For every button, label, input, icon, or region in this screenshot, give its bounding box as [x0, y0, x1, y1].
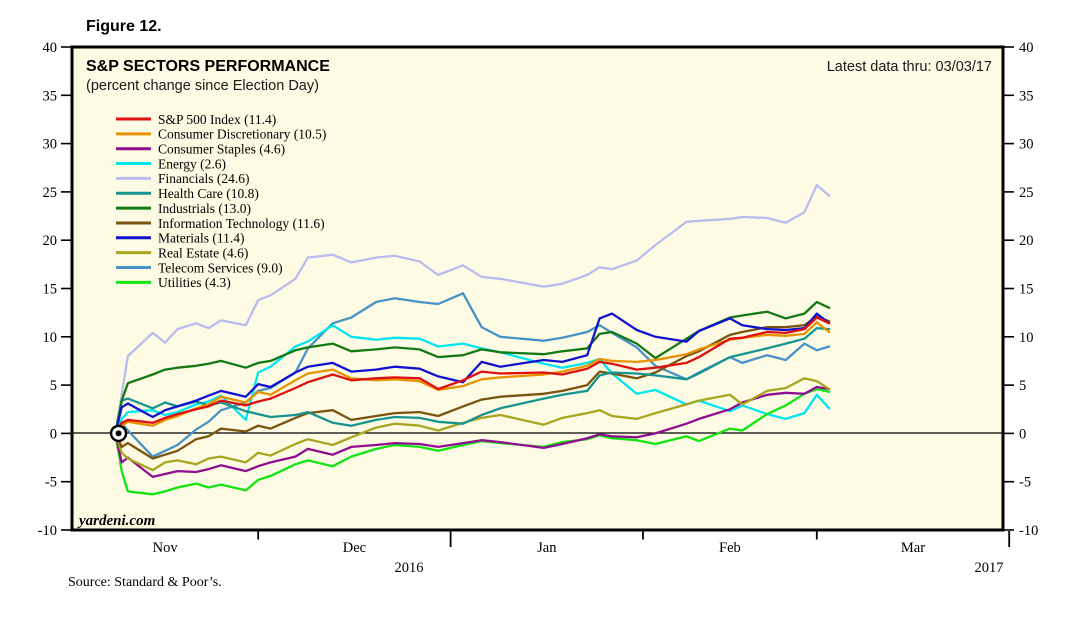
- series-line-utilities: [114, 387, 831, 496]
- month-label: Mar: [901, 540, 925, 556]
- y-tick-label-left: -5: [45, 475, 57, 491]
- legend-item-industrials: Industrials (13.0): [116, 201, 251, 216]
- election-day-marker: [109, 424, 128, 443]
- legend-label: Consumer Staples (4.6): [158, 142, 285, 157]
- legend-label: Information Technology (11.6): [158, 216, 325, 231]
- month-label: Dec: [343, 540, 366, 556]
- y-tick-label-right: -5: [1019, 475, 1031, 491]
- y-tick-label-right: 5: [1019, 378, 1026, 394]
- series-line-consumer-staples: [114, 385, 831, 479]
- legend: S&P 500 Index (11.4)Consumer Discretiona…: [116, 112, 326, 290]
- legend-label: Consumer Discretionary (10.5): [158, 127, 326, 142]
- y-tick-label-left: 0: [50, 426, 57, 442]
- y-tick-label-right: 10: [1019, 330, 1034, 346]
- month-label: Feb: [719, 540, 741, 556]
- legend-item-health-care: Health Care (10.8): [116, 186, 259, 201]
- month-label: Jan: [537, 540, 557, 556]
- y-tick-label-left: -10: [38, 523, 57, 539]
- legend-item-materials: Materials (11.4): [116, 231, 244, 246]
- y-axis-left: 40 35 30 25 20 15 10 5 0 -5 -10: [38, 40, 71, 539]
- plot-area-background: [72, 47, 1003, 530]
- series-line-information-technology: [114, 315, 831, 460]
- series-line-materials: [114, 312, 831, 435]
- y-tick-label-left: 25: [43, 185, 58, 201]
- x-axis: Nov Dec Jan Feb Mar 2016 2017: [153, 531, 1011, 576]
- legend-label: Energy (2.6): [158, 156, 226, 171]
- latest-data-note: Latest data thru: 03/03/17: [827, 59, 992, 75]
- yardeni-watermark: yardeni.com: [77, 513, 155, 529]
- legend-item-utilities: Utilities (4.3): [116, 275, 231, 290]
- plot-frame: [70, 45, 1005, 532]
- series-lines: [114, 183, 831, 496]
- y-tick-label-left: 40: [43, 40, 58, 56]
- y-tick-label-right: 40: [1019, 40, 1034, 56]
- legend-label: Utilities (4.3): [158, 275, 231, 290]
- y-tick-label-left: 20: [43, 233, 58, 249]
- y-tick-label-left: 30: [43, 137, 58, 153]
- y-tick-label-right: 30: [1019, 137, 1034, 153]
- source-note: Source: Standard & Poor’s.: [68, 575, 222, 590]
- y-tick-label-right: 35: [1019, 88, 1034, 104]
- legend-item-financials: Financials (24.6): [116, 171, 249, 186]
- y-tick-label-left: 5: [50, 378, 57, 394]
- y-tick-label-right: -10: [1019, 523, 1038, 539]
- series-line-real-estate: [114, 377, 831, 472]
- series-line-health-care: [114, 326, 831, 435]
- legend-label: Health Care (10.8): [158, 186, 259, 201]
- y-tick-label-right: 25: [1019, 185, 1034, 201]
- chart-title: S&P SECTORS PERFORMANCE: [86, 58, 330, 75]
- legend-item-real-estate: Real Estate (4.6): [116, 245, 248, 260]
- legend-label: Financials (24.6): [158, 171, 249, 186]
- y-tick-label-left: 10: [43, 330, 58, 346]
- election-day-marker-dot: [115, 430, 122, 437]
- legend-label: Real Estate (4.6): [158, 245, 248, 260]
- legend-label: Industrials (13.0): [158, 201, 251, 216]
- y-tick-label-left: 35: [43, 88, 58, 104]
- chart-subtitle: (percent change since Election Day): [86, 78, 319, 94]
- legend-item-consumer-discretionary: Consumer Discretionary (10.5): [116, 127, 326, 142]
- figure-label: Figure 12.: [86, 18, 162, 35]
- year-label-2017: 2017: [975, 560, 1004, 576]
- legend-item-s-p-500-index: S&P 500 Index (11.4): [116, 112, 276, 127]
- y-tick-label-right: 0: [1019, 426, 1026, 442]
- series-line-s-p-500-index: [114, 316, 831, 435]
- legend-label: S&P 500 Index (11.4): [158, 112, 276, 127]
- legend-item-telecom-services: Telecom Services (9.0): [116, 260, 283, 275]
- legend-item-consumer-staples: Consumer Staples (4.6): [116, 142, 285, 157]
- series-line-financials: [114, 183, 831, 435]
- y-axis-right: 40 35 30 25 20 15 10 5 0 -5 -10: [1004, 40, 1038, 539]
- legend-item-information-technology: Information Technology (11.6): [116, 216, 325, 231]
- y-tick-label-right: 15: [1019, 282, 1034, 298]
- legend-label: Telecom Services (9.0): [158, 260, 283, 275]
- y-tick-label-right: 20: [1019, 233, 1034, 249]
- year-label-2016: 2016: [395, 560, 424, 576]
- y-tick-label-left: 15: [43, 282, 58, 298]
- month-label: Nov: [153, 540, 179, 556]
- legend-label: Materials (11.4): [158, 231, 244, 246]
- legend-item-energy: Energy (2.6): [116, 156, 226, 171]
